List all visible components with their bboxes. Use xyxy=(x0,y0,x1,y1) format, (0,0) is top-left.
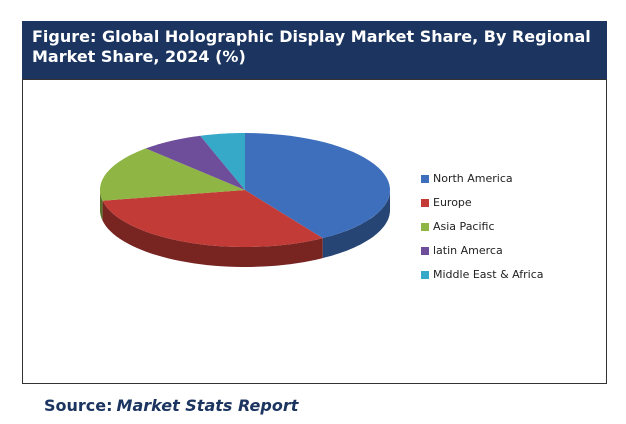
legend-swatch xyxy=(421,175,429,183)
legend-label: Europe xyxy=(433,196,472,209)
legend-label: Asia Pacific xyxy=(433,220,495,233)
slice-side xyxy=(102,200,323,267)
legend-swatch xyxy=(421,223,429,231)
source: Source: Market Stats Report xyxy=(44,396,298,415)
legend-swatch xyxy=(421,247,429,255)
slice xyxy=(100,148,245,201)
legend-label: latin Amerca xyxy=(433,244,503,257)
slice xyxy=(102,190,323,247)
slice-side xyxy=(100,190,103,221)
legend-label: North America xyxy=(433,172,513,185)
chart-title: Figure: Global Holographic Display Marke… xyxy=(22,21,607,79)
legend-label: Middle East & Africa xyxy=(433,268,544,281)
slice xyxy=(145,135,245,190)
slice xyxy=(200,133,245,190)
legend-swatch xyxy=(421,199,429,207)
slice-side xyxy=(322,190,390,259)
chart-frame xyxy=(22,79,607,384)
source-label: Source: xyxy=(44,396,113,415)
legend-swatch xyxy=(421,271,429,279)
source-name: Market Stats Report xyxy=(116,396,299,415)
slice xyxy=(245,133,390,239)
